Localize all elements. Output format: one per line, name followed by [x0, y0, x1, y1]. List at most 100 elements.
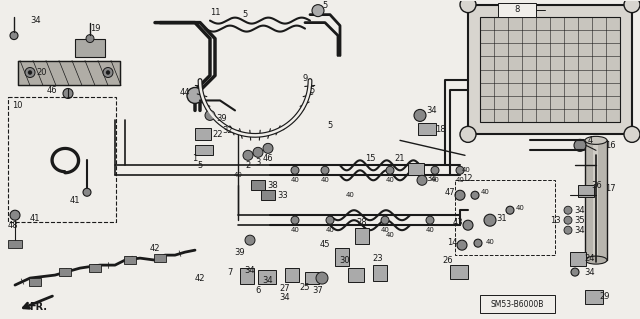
- Bar: [408, 163, 424, 175]
- Text: 40: 40: [481, 189, 490, 195]
- Bar: [195, 128, 211, 140]
- Text: 40: 40: [426, 227, 435, 233]
- Text: 40: 40: [456, 177, 465, 183]
- Text: 36: 36: [591, 181, 602, 190]
- Circle shape: [624, 126, 640, 142]
- Bar: [305, 272, 319, 284]
- Circle shape: [25, 68, 35, 78]
- Circle shape: [460, 0, 476, 13]
- Circle shape: [455, 190, 465, 200]
- Circle shape: [245, 235, 255, 245]
- Circle shape: [326, 216, 334, 224]
- Text: 34: 34: [575, 226, 586, 235]
- Polygon shape: [18, 61, 120, 85]
- Text: 24: 24: [585, 254, 595, 263]
- Bar: [240, 268, 254, 284]
- Text: 39: 39: [217, 114, 227, 123]
- Text: 3: 3: [255, 158, 260, 167]
- Bar: [373, 265, 387, 281]
- Text: 2: 2: [245, 161, 251, 170]
- Circle shape: [106, 70, 110, 75]
- Circle shape: [574, 139, 586, 151]
- Circle shape: [564, 226, 572, 234]
- Bar: [585, 140, 607, 260]
- Circle shape: [321, 166, 329, 174]
- Text: 37: 37: [312, 286, 323, 294]
- Text: 10: 10: [12, 101, 22, 110]
- Circle shape: [291, 216, 299, 224]
- Circle shape: [386, 166, 394, 174]
- Text: 5: 5: [323, 1, 328, 10]
- Text: 40: 40: [346, 192, 355, 198]
- Circle shape: [205, 110, 215, 120]
- Circle shape: [457, 240, 467, 250]
- Text: 5: 5: [309, 86, 315, 95]
- Text: 34: 34: [427, 106, 437, 115]
- Bar: [195, 145, 213, 155]
- Text: 9: 9: [302, 74, 308, 83]
- Text: 45: 45: [320, 240, 330, 249]
- Circle shape: [463, 220, 473, 230]
- Circle shape: [456, 166, 464, 174]
- Circle shape: [571, 268, 579, 276]
- Bar: [8, 97, 116, 222]
- Text: 34: 34: [262, 276, 273, 285]
- Text: 34: 34: [244, 266, 255, 275]
- Text: 40: 40: [486, 239, 495, 245]
- Text: 40: 40: [516, 205, 524, 211]
- Text: 17: 17: [605, 184, 615, 193]
- Text: 40: 40: [385, 177, 394, 183]
- Text: 43: 43: [452, 218, 463, 227]
- Circle shape: [103, 68, 113, 78]
- Text: FR.: FR.: [29, 302, 47, 312]
- Text: 4: 4: [588, 136, 593, 145]
- Bar: [455, 180, 555, 255]
- Text: 40: 40: [291, 177, 300, 183]
- Bar: [355, 228, 369, 244]
- Text: 22: 22: [212, 130, 223, 139]
- Text: 28: 28: [356, 218, 367, 227]
- Circle shape: [414, 109, 426, 122]
- Bar: [593, 145, 598, 255]
- Bar: [258, 270, 276, 284]
- Text: 23: 23: [372, 254, 383, 263]
- Text: 34: 34: [427, 174, 437, 183]
- Bar: [585, 290, 603, 304]
- Bar: [89, 264, 101, 272]
- Bar: [124, 256, 136, 264]
- Text: 47: 47: [445, 188, 455, 197]
- Text: 34: 34: [31, 16, 42, 25]
- Circle shape: [506, 206, 514, 214]
- Text: 19: 19: [90, 24, 100, 33]
- Circle shape: [417, 175, 427, 185]
- Text: 46: 46: [262, 154, 273, 163]
- Text: 38: 38: [268, 181, 278, 190]
- Text: 39: 39: [235, 248, 245, 257]
- Text: 40: 40: [461, 167, 470, 173]
- Circle shape: [474, 239, 482, 247]
- Text: 33: 33: [278, 191, 289, 200]
- Circle shape: [253, 147, 263, 157]
- Text: 34: 34: [575, 206, 586, 215]
- Circle shape: [624, 0, 640, 13]
- Circle shape: [10, 32, 18, 40]
- Bar: [154, 254, 166, 262]
- Text: 26: 26: [443, 256, 453, 265]
- Bar: [498, 3, 536, 17]
- Text: 15: 15: [365, 154, 375, 163]
- Bar: [348, 268, 364, 282]
- Circle shape: [460, 126, 476, 142]
- Bar: [578, 185, 594, 197]
- Text: 25: 25: [300, 283, 310, 292]
- Text: 40: 40: [234, 172, 243, 178]
- Text: 42: 42: [195, 274, 205, 283]
- Text: 18: 18: [435, 125, 445, 134]
- Text: 14: 14: [447, 238, 457, 247]
- Text: 42: 42: [150, 244, 160, 253]
- Circle shape: [291, 166, 299, 174]
- Bar: [450, 265, 468, 279]
- Text: 40: 40: [431, 177, 440, 183]
- Text: 12: 12: [462, 174, 472, 183]
- Circle shape: [564, 206, 572, 214]
- Text: 34: 34: [280, 293, 291, 301]
